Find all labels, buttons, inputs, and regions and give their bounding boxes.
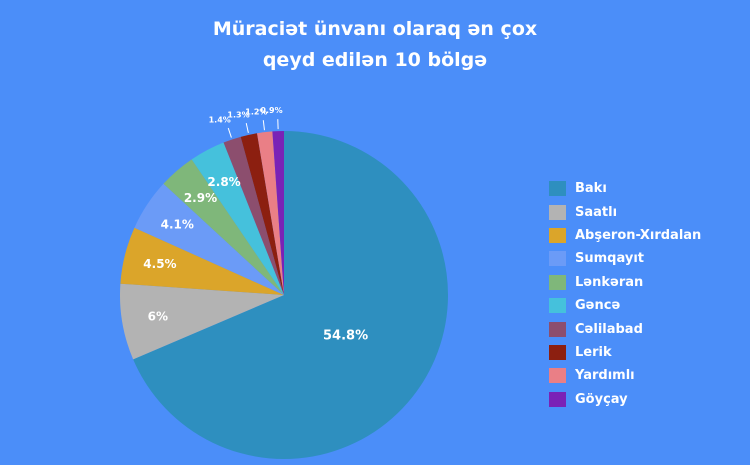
data-label-yard-ml: 1.2%	[245, 107, 267, 116]
legend-swatch	[549, 391, 566, 407]
legend-swatch	[549, 204, 566, 220]
pie-slice-saatl	[119, 283, 284, 360]
legend-item-yard-ml: Yardımlı	[549, 364, 701, 387]
legend-swatch	[549, 227, 566, 243]
pie-slice-l-nk-ran	[163, 159, 284, 295]
pie-slice-abseron-x-rdalan	[120, 227, 284, 295]
legend-swatch	[549, 368, 566, 384]
legend-item-sumqay-t: Sumqayıt	[549, 247, 701, 270]
chart-title-line-2: qeyd edilən 10 bölgə	[262, 49, 488, 71]
legend-label: Lerik	[575, 344, 612, 360]
legend-label: Yardımlı	[575, 368, 635, 384]
legend-label: Bakı	[575, 181, 607, 197]
data-label-saatl: 6%	[148, 309, 168, 323]
legend-swatch	[549, 274, 566, 290]
leader-line-lerik	[245, 122, 249, 133]
pie-slice-yard-ml	[257, 131, 284, 295]
pie-slice-bak	[133, 131, 448, 459]
data-label-g-nc: 2.8%	[207, 175, 240, 189]
pie-slice-c-lilabad	[223, 136, 284, 295]
legend-swatch	[549, 344, 566, 360]
pie-slice-goycay	[272, 131, 284, 295]
data-label-c-lilabad: 1.4%	[209, 115, 231, 124]
legend-item-g-nc: Gəncə	[549, 294, 701, 317]
legend-item-bak: Bakı	[549, 177, 701, 200]
pie-slice-g-nc	[191, 142, 284, 295]
legend-item-saatl: Saatlı	[549, 200, 701, 223]
pie-slice-lerik	[240, 133, 284, 295]
legend-swatch	[549, 321, 566, 337]
chart-title-line-1: Müraciət ünvanı olaraq ən çox	[212, 18, 538, 40]
legend-swatch	[549, 298, 566, 314]
legend-label: Saatlı	[575, 204, 618, 220]
legend-label: Cəlilabad	[575, 321, 643, 337]
data-label-sumqay-t: 4.1%	[161, 217, 194, 231]
legend-label: Abşeron-Xırdalan	[575, 227, 702, 243]
data-label-l-nk-ran: 2.9%	[184, 191, 217, 205]
data-label-lerik: 1.3%	[227, 110, 249, 119]
chart-title: Müraciət ünvanı olaraq ən çox qeyd edilə…	[0, 14, 750, 76]
leader-line-c-lilabad	[227, 127, 232, 138]
legend-swatch	[549, 251, 566, 267]
pie-slice-sumqay-t	[134, 183, 284, 295]
legend-item-l-nk-ran: Lənkəran	[549, 271, 701, 294]
legend-swatch	[549, 181, 566, 197]
legend-label: Sumqayıt	[575, 251, 644, 267]
chart-legend: Bakı Saatlı Abşeron-Xırdalan Sumqayıt Lənkər…	[549, 177, 701, 411]
data-label-goycay: 0.9%	[260, 106, 282, 115]
legend-item-lerik: Lerik	[549, 341, 701, 364]
leader-line-yard-ml	[262, 120, 265, 131]
legend-item-abseron-x-rdalan: Abşeron-Xırdalan	[549, 224, 701, 247]
data-label-bak: 54.8%	[323, 329, 368, 344]
legend-label: Gəncə	[575, 298, 621, 314]
legend-item-goycay: Göyçay	[549, 388, 701, 411]
legend-item-c-lilabad: Cəlilabad	[549, 317, 701, 340]
legend-label: Göyçay	[575, 391, 628, 407]
data-label-abseron-x-rdalan: 4.5%	[143, 257, 176, 271]
legend-label: Lənkəran	[575, 274, 644, 290]
